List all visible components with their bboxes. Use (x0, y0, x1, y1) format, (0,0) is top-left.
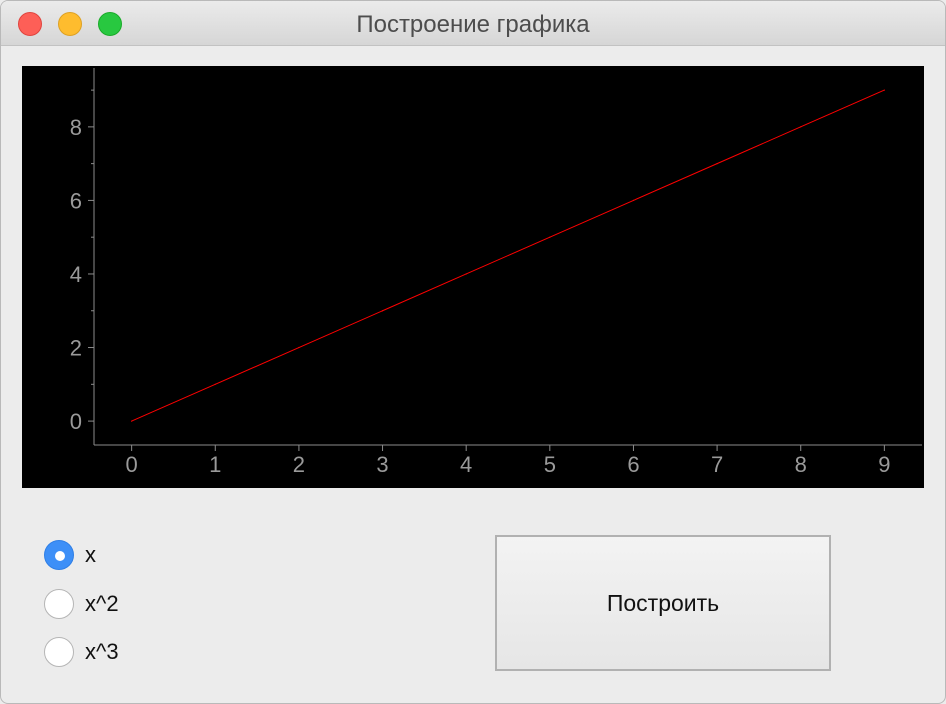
y-tick-label: 6 (70, 188, 82, 213)
title-bar: Построение графика (1, 1, 945, 46)
x-tick-label: 5 (544, 452, 556, 477)
radio-button-x-squared[interactable] (44, 589, 74, 619)
x-tick-label: 3 (376, 452, 388, 477)
maximize-window-button[interactable] (98, 12, 122, 36)
radio-option-x[interactable]: x (44, 539, 96, 571)
y-tick-label: 0 (70, 409, 82, 434)
data-point (800, 126, 802, 128)
data-point (716, 163, 718, 165)
x-tick-label: 4 (460, 452, 472, 477)
build-plot-button[interactable]: Построить (495, 535, 831, 671)
x-tick-label: 8 (795, 452, 807, 477)
radio-option-x-squared[interactable]: x^2 (44, 588, 119, 620)
data-point (465, 273, 467, 275)
data-point (214, 383, 216, 385)
radio-option-x-cubed[interactable]: x^3 (44, 636, 119, 668)
data-point (883, 89, 885, 91)
data-point (131, 420, 133, 422)
series-line (131, 89, 885, 422)
close-window-button[interactable] (18, 12, 42, 36)
data-point (549, 236, 551, 238)
radio-button-x-cubed[interactable] (44, 637, 74, 667)
data-point (632, 199, 635, 202)
data-point (298, 346, 300, 349)
radio-label-x: x (85, 542, 96, 567)
line-chart: 0 1 2 3 4 5 6 7 8 9 0 2 4 6 8 (70, 68, 922, 477)
radio-button-x[interactable] (44, 540, 74, 570)
x-tick-label: 6 (627, 452, 639, 477)
window-title: Построение графика (356, 11, 590, 38)
radio-label-x-squared: x^2 (85, 591, 119, 616)
data-point (381, 310, 384, 312)
x-tick-label: 7 (711, 452, 723, 477)
plot-area: 0 1 2 3 4 5 6 7 8 9 0 2 4 6 8 (22, 66, 924, 488)
radio-label-x-cubed: x^3 (85, 639, 119, 664)
x-tick-label: 0 (126, 452, 138, 477)
x-tick-label: 9 (878, 452, 890, 477)
minimize-window-button[interactable] (58, 12, 82, 36)
y-tick-label: 2 (70, 336, 82, 361)
x-tick-label: 1 (209, 452, 221, 477)
y-tick-label: 4 (70, 262, 82, 287)
x-tick-label: 2 (293, 452, 305, 477)
y-tick-label: 8 (70, 115, 82, 140)
